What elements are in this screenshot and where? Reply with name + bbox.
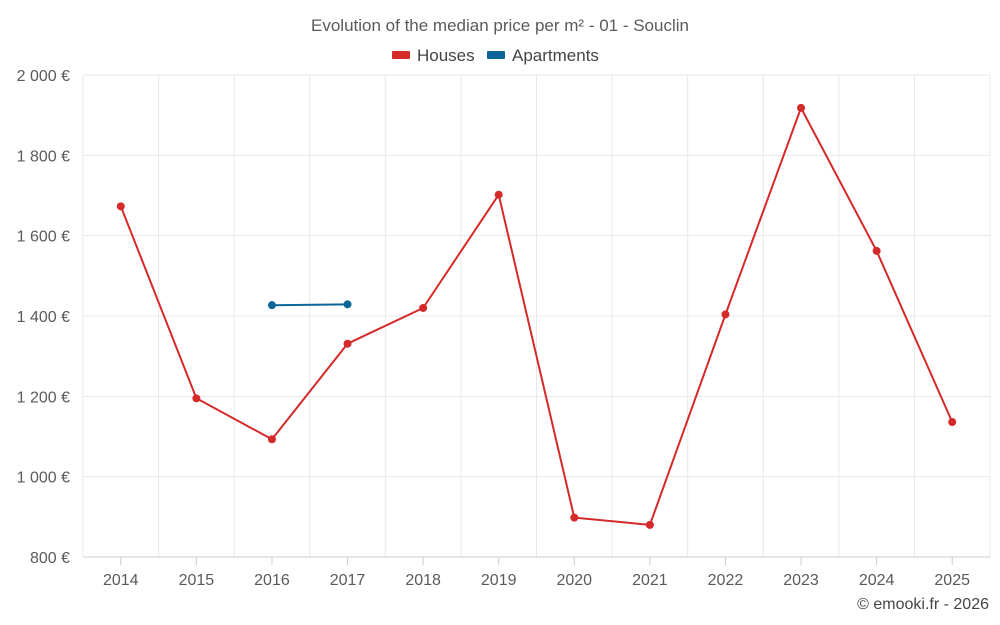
- x-tick-label: 2017: [330, 572, 366, 589]
- data-point-houses-2020[interactable]: [570, 513, 579, 522]
- legend-label-houses: Houses: [417, 46, 475, 65]
- y-tick-label: 1 200 €: [17, 389, 70, 406]
- series-lines: [119, 106, 954, 526]
- axes: 800 € 1 000 € 1 200 € 1 400 € 1 600 € 1 800 €…: [17, 68, 990, 589]
- y-tick-label: 2 000 €: [17, 68, 70, 85]
- series-line-apartments: [271, 303, 348, 307]
- x-tick-label: 2015: [179, 572, 215, 589]
- legend-item-houses[interactable]: Houses: [392, 46, 475, 65]
- x-tick-label: 2020: [556, 572, 592, 589]
- legend-swatch-apartments: [487, 51, 505, 59]
- x-tick-label: 2018: [405, 572, 441, 589]
- data-point-houses-2018[interactable]: [419, 303, 428, 312]
- data-point-houses-2022[interactable]: [721, 310, 730, 319]
- x-tick-label: 2023: [783, 572, 819, 589]
- data-point-apartments-2017[interactable]: [343, 300, 352, 309]
- x-tick-label: 2024: [859, 572, 895, 589]
- data-point-houses-2025[interactable]: [948, 418, 957, 427]
- x-tick-label: 2022: [708, 572, 744, 589]
- data-point-houses-2019[interactable]: [494, 190, 503, 199]
- legend-swatch-houses: [392, 51, 410, 59]
- credit-text: © emooki.fr - 2026: [857, 596, 989, 613]
- x-tick-label: 2014: [103, 572, 139, 589]
- x-tick-label: 2021: [632, 572, 668, 589]
- legend-label-apartments: Apartments: [512, 46, 599, 65]
- y-tick-label: 1 800 €: [17, 148, 70, 165]
- data-point-houses-2015[interactable]: [192, 394, 201, 403]
- y-tick-label: 1 000 €: [17, 470, 70, 487]
- x-tick-label: 2019: [481, 572, 517, 589]
- data-points: [116, 103, 957, 529]
- x-tick-label: 2025: [934, 572, 970, 589]
- legend-item-apartments[interactable]: Apartments: [487, 46, 599, 65]
- chart-title: Evolution of the median price per m² - 0…: [311, 16, 689, 35]
- data-point-houses-2024[interactable]: [872, 246, 881, 255]
- y-tick-label: 1 600 €: [17, 229, 70, 246]
- legend: Houses Apartments: [392, 46, 599, 65]
- data-point-apartments-2016[interactable]: [267, 301, 276, 310]
- data-point-houses-2021[interactable]: [645, 520, 654, 529]
- data-point-houses-2017[interactable]: [343, 339, 352, 348]
- y-tick-label: 800 €: [30, 550, 70, 567]
- data-point-houses-2014[interactable]: [116, 202, 125, 211]
- data-point-houses-2016[interactable]: [267, 435, 276, 444]
- grid-lines: [82, 74, 991, 557]
- data-point-houses-2023[interactable]: [797, 103, 806, 112]
- series-line-houses: [119, 106, 954, 526]
- x-tick-label: 2016: [254, 572, 290, 589]
- y-tick-label: 1 400 €: [17, 309, 70, 326]
